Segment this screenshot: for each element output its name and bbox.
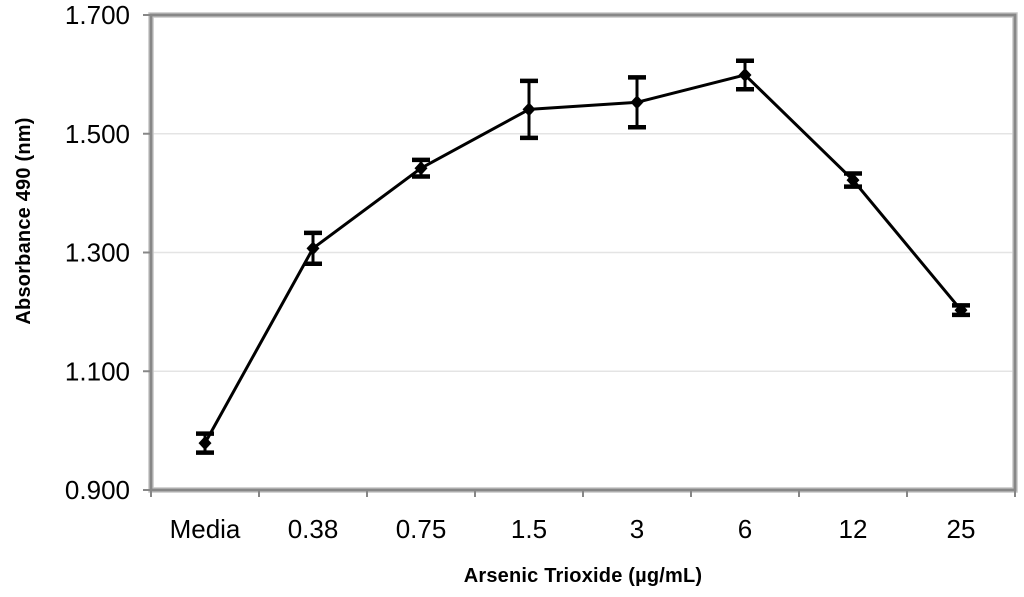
x-tick-label: 0.75	[396, 514, 447, 544]
x-tick-label: 1.5	[511, 514, 547, 544]
y-tick-label: 1.300	[65, 238, 130, 268]
y-tick-label: 1.700	[65, 0, 130, 30]
x-tick-label: Media	[170, 514, 241, 544]
series-line	[203, 73, 963, 444]
data-point-marker	[954, 303, 968, 318]
data-point-marker	[522, 102, 536, 117]
x-tick-label: 12	[839, 514, 868, 544]
data-point-marker	[846, 173, 860, 188]
x-tick-label: 0.38	[288, 514, 339, 544]
x-tick-label: 3	[630, 514, 644, 544]
y-axis-title: Absorbance 490 (nm)	[13, 117, 35, 325]
data-point-marker	[630, 95, 644, 110]
data-point-marker	[738, 67, 752, 82]
y-tick-label: 0.900	[65, 475, 130, 505]
data-point-marker	[198, 436, 212, 451]
data-point-marker	[414, 161, 428, 176]
data-point-marker	[306, 241, 320, 256]
y-tick-label: 1.100	[65, 356, 130, 386]
x-tick-label: 6	[738, 514, 752, 544]
y-tick-label: 1.500	[65, 119, 130, 149]
x-tick-label: 25	[947, 514, 976, 544]
x-axis-title: Arsenic Trioxide (µg/mL)	[463, 565, 703, 587]
